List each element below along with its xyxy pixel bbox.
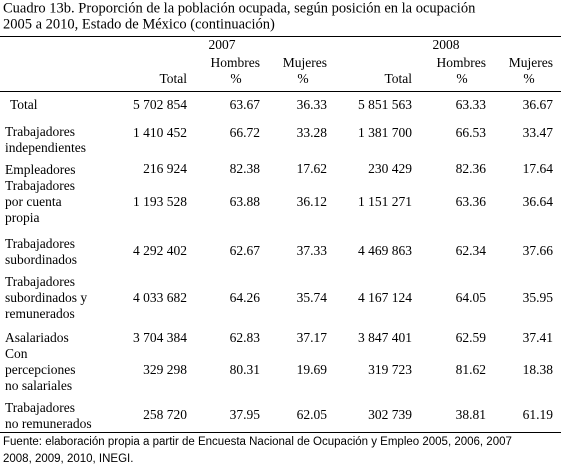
cell: 63.36 [456,194,487,209]
row-label: Trabajadores [5,124,75,139]
cell: 1 151 271 [358,194,412,209]
title-line: 2005 a 2010, Estado de México (continuac… [3,16,275,32]
cell: 329 298 [143,362,187,377]
cell: 82.38 [230,161,261,176]
cell: 81.62 [456,362,486,377]
cell: 82.36 [456,161,487,176]
cell: 3 704 384 [133,330,187,345]
cell: 5 851 563 [358,97,412,112]
row-label: Asalariados [5,330,69,345]
cell: 37.17 [297,330,328,345]
row-label: Trabajadores [5,178,75,193]
cell: 37.33 [297,243,328,258]
column-header: % [456,71,467,86]
cell: 61.19 [523,407,554,422]
cell: 5 702 854 [133,97,187,112]
cell: 17.64 [523,161,554,176]
row-label: Total [10,97,38,112]
column-header: Hombres [211,55,261,70]
cell: 36.67 [523,97,554,112]
cell: 66.72 [230,125,260,140]
title-line: Cuadro 13b. Proporción de la población o… [3,0,476,16]
cell: 36.64 [523,194,554,209]
cell: 33.28 [297,125,328,140]
cell: 36.12 [297,194,327,209]
row-label: no remunerados [5,416,92,431]
cell: 64.26 [230,290,261,305]
cell: 62.83 [230,330,261,345]
cell: 4 292 402 [133,243,187,258]
column-header: Hombres [437,55,487,70]
cell: 62.05 [297,407,328,422]
column-header: Mujeres [509,55,553,70]
row-label: Con [5,346,28,361]
row-label: Trabajadores [5,236,75,251]
cell: 63.67 [230,97,261,112]
cell: 302 739 [368,407,412,422]
cell: 37.95 [230,407,261,422]
cell: 80.31 [230,362,260,377]
cell: 258 720 [143,407,187,422]
cell: 62.34 [456,243,487,258]
cell: 62.59 [456,330,487,345]
column-header: Mujeres [283,55,327,70]
cell: 36.33 [297,97,328,112]
cell: 35.95 [523,290,554,305]
cell: 4 469 863 [358,243,412,258]
row-label: Trabajadores [5,400,75,415]
cell: 4 033 682 [133,290,187,305]
row-label: remunerados [5,306,75,321]
cell: 38.81 [456,407,486,422]
cell: 63.88 [230,194,261,209]
column-header: % [297,71,308,86]
column-header: % [230,71,241,86]
row-label: independientes [5,140,86,155]
cell: 64.05 [456,290,487,305]
row-label: subordinados y [5,290,87,305]
row-label: Empleadores [5,162,75,177]
cell: 319 723 [368,362,412,377]
cell: 18.38 [523,362,554,377]
footer-line: Fuente: elaboración propia a partir de E… [3,436,512,448]
year-header: 2008 [433,37,460,52]
cell: 1 381 700 [358,125,412,140]
row-label: por cuenta [5,194,62,209]
cell: 19.69 [297,362,328,377]
year-header: 2007 [209,37,236,52]
cell: 1 410 452 [133,125,187,140]
column-header: Total [384,71,412,86]
cell: 66.53 [456,125,487,140]
cell: 216 924 [143,161,187,176]
row-label: propia [5,210,40,225]
row-label: subordinados [5,252,77,267]
cell: 35.74 [297,290,328,305]
cell: 4 167 124 [358,290,412,305]
cell: 63.33 [456,97,487,112]
row-label: no salariales [5,378,72,393]
cell: 230 429 [368,161,412,176]
row-label: Trabajadores [5,274,75,289]
cell: 37.66 [523,243,554,258]
column-header: Total [159,71,187,86]
row-label: percepciones [5,362,75,377]
cell: 33.47 [523,125,554,140]
cell: 1 193 528 [133,194,187,209]
cell: 62.67 [230,243,261,258]
cell: 37.41 [523,330,553,345]
footer-line: 2008, 2009, 2010, INEGI. [3,453,133,465]
cell: 3 847 401 [358,330,412,345]
column-header: % [523,71,534,86]
cell: 17.62 [297,161,327,176]
